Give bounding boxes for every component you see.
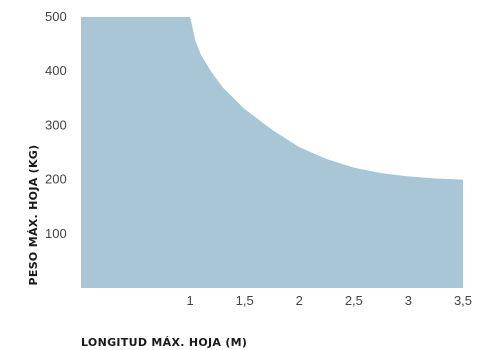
x-tick-label: 2 xyxy=(296,293,303,308)
y-axis-ticks: 100 200 300 400 500 xyxy=(45,9,67,241)
y-tick-label: 300 xyxy=(45,117,67,132)
area-layer xyxy=(81,17,463,288)
y-tick-label: 500 xyxy=(45,9,67,24)
x-tick-label: 3 xyxy=(405,293,412,308)
x-axis-title: LONGITUD MÁX. HOJA (M) xyxy=(81,336,247,349)
x-tick-label: 3,5 xyxy=(454,293,472,308)
x-axis-ticks: 1 1,5 2 2,5 3 3,5 xyxy=(187,293,473,308)
x-tick-label: 2,5 xyxy=(345,293,363,308)
x-tick-label: 1,5 xyxy=(236,293,254,308)
y-axis-title: PESO MÁX. HOJA (KG) xyxy=(27,145,40,286)
y-tick-label: 100 xyxy=(45,226,67,241)
y-tick-label: 400 xyxy=(45,63,67,78)
x-tick-label: 1 xyxy=(187,293,194,308)
area-series xyxy=(81,17,463,288)
y-tick-label: 200 xyxy=(45,172,67,187)
